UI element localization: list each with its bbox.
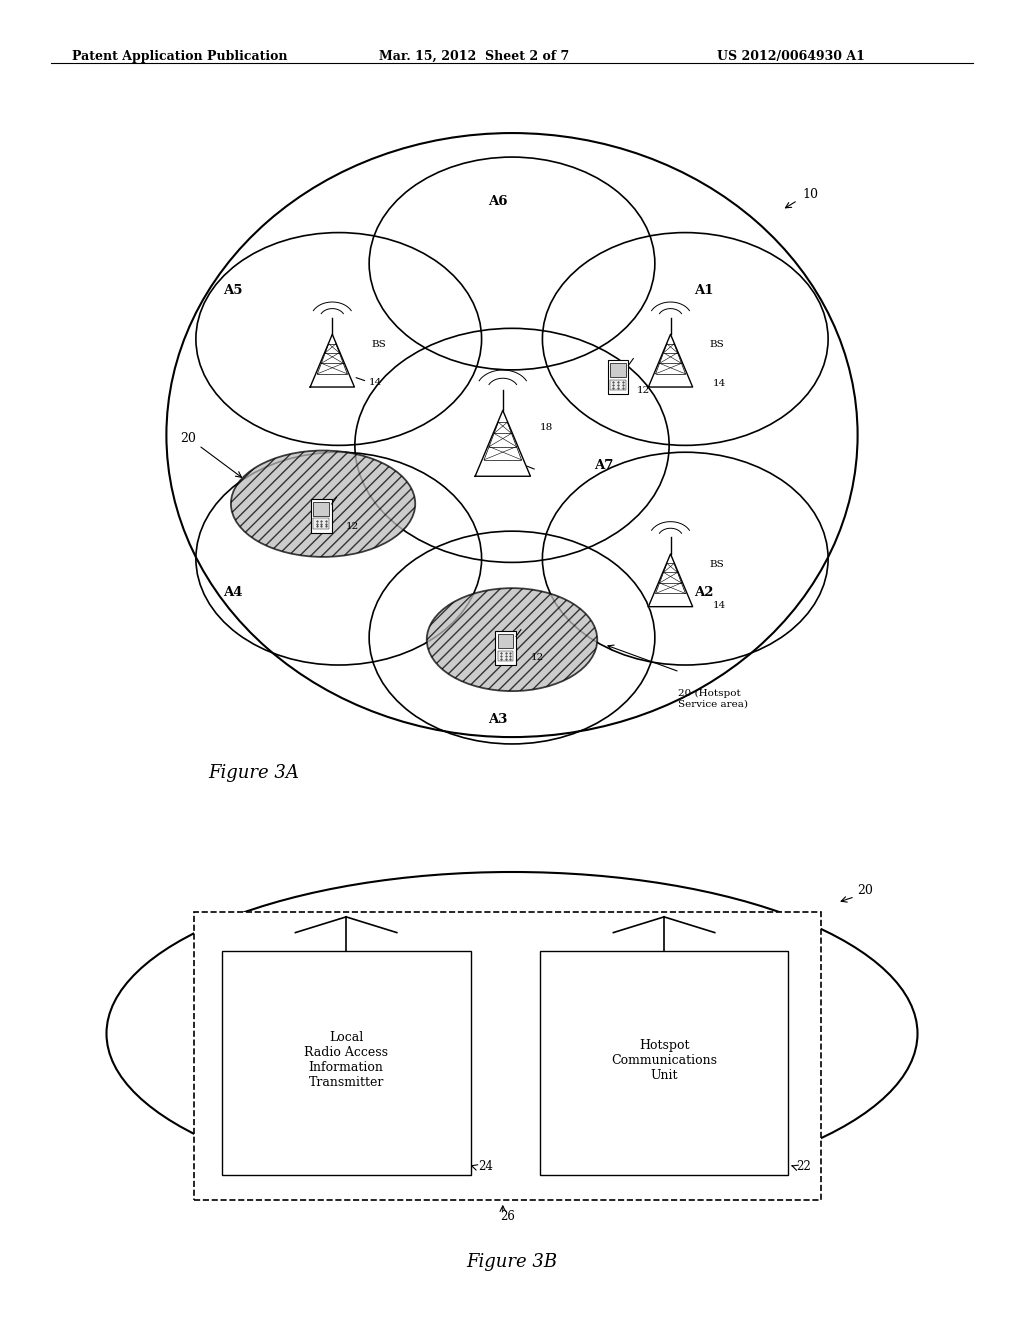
Text: A2: A2 [694,586,714,599]
Text: 14: 14 [713,601,726,610]
Text: Figure 3A: Figure 3A [209,764,299,781]
Text: Local
Radio Access
Information
Transmitter: Local Radio Access Information Transmitt… [304,1031,388,1089]
Text: 26: 26 [500,1210,515,1222]
Text: BS: BS [710,560,724,569]
Text: 10: 10 [803,189,818,201]
Text: BS: BS [372,341,387,350]
Polygon shape [310,334,354,387]
Text: 20: 20 [180,432,197,445]
Text: US 2012/0064930 A1: US 2012/0064930 A1 [717,50,864,63]
Bar [313,519,329,528]
Text: Patent Application Publication: Patent Application Publication [72,50,287,63]
Polygon shape [648,554,692,607]
Text: A3: A3 [488,713,508,726]
Text: 14: 14 [713,379,726,388]
Polygon shape [475,411,530,477]
Text: 22: 22 [796,1160,811,1173]
Text: Mar. 15, 2012  Sheet 2 of 7: Mar. 15, 2012 Sheet 2 of 7 [379,50,569,63]
Text: Hotspot
Communications
Unit: Hotspot Communications Unit [611,1039,717,1082]
Text: A4: A4 [223,586,243,599]
Text: 12: 12 [637,385,649,395]
Text: Figure 3B: Figure 3B [467,1254,557,1271]
Text: 18: 18 [540,422,553,432]
Text: 12: 12 [530,653,544,663]
Text: 24: 24 [478,1160,493,1173]
Ellipse shape [427,589,597,692]
Bar [195,912,821,1200]
Bar [495,631,516,665]
Text: A1: A1 [694,284,714,297]
Text: A7: A7 [595,459,613,473]
Text: 12: 12 [346,523,359,531]
Ellipse shape [230,450,416,557]
Bar [313,502,329,516]
Text: 14: 14 [369,378,382,387]
Polygon shape [648,334,692,387]
Text: A5: A5 [223,284,243,297]
Text: 20 (Hotspot
Service area): 20 (Hotspot Service area) [678,689,748,709]
Text: 20: 20 [858,884,873,898]
Bar [607,360,629,393]
Bar [222,950,471,1175]
Bar [540,950,788,1175]
Bar [310,499,332,532]
Bar [498,634,513,648]
Bar [498,651,513,661]
Text: A6: A6 [488,195,508,209]
Bar [610,363,626,378]
Text: BS: BS [710,341,724,350]
Bar [610,380,626,389]
